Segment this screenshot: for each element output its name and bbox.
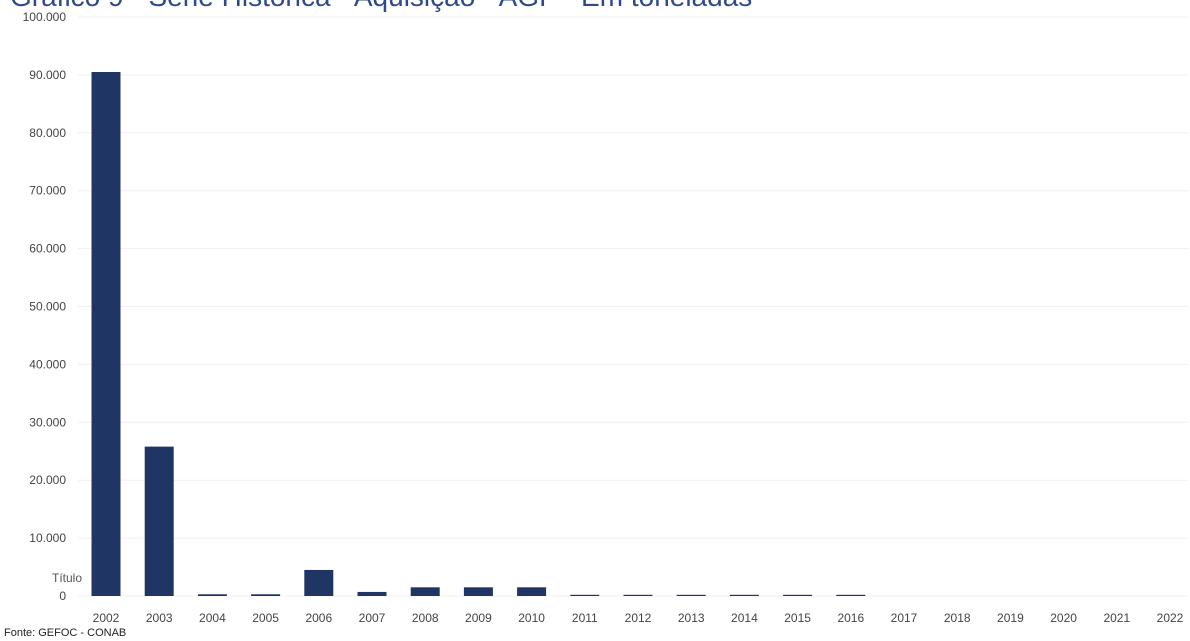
- y-tick-label: 50.000: [29, 300, 66, 314]
- bar-2015: [783, 594, 813, 596]
- bar-2013: [676, 594, 706, 596]
- x-tick-label: 2018: [944, 611, 971, 625]
- x-tick-label: 2022: [1157, 611, 1184, 625]
- bar-2010: [517, 587, 547, 596]
- y-tick-label: 40.000: [29, 357, 66, 371]
- bar-2003: [144, 446, 174, 596]
- bar-2004: [197, 594, 227, 596]
- gridlines: [78, 16, 1188, 597]
- bar-2014: [729, 594, 759, 596]
- x-tick-label: 2006: [305, 611, 332, 625]
- x-tick-label: 2003: [146, 611, 173, 625]
- x-tick-label: 2005: [252, 611, 279, 625]
- y-tick-label: 20.000: [29, 473, 66, 487]
- bar-2008: [410, 587, 440, 596]
- bar-2006: [304, 569, 334, 596]
- x-tick-label: 2010: [518, 611, 545, 625]
- x-tick-label: 2011: [572, 611, 598, 625]
- x-tick-label: 2012: [625, 611, 652, 625]
- x-tick-label: 2008: [412, 611, 439, 625]
- x-tick-label: 2016: [837, 611, 864, 625]
- y-tick-label: 60.000: [29, 242, 66, 256]
- y-tick-label: 10.000: [29, 531, 66, 545]
- x-tick-label: 2014: [731, 611, 758, 625]
- x-tick-label: 2020: [1050, 611, 1077, 625]
- bar-2012: [623, 594, 653, 596]
- y-axis-title: Título: [52, 571, 82, 585]
- y-tick-label: 0: [59, 589, 66, 603]
- source-note: Fonte: GEFOC - CONAB: [4, 627, 127, 639]
- bar-2011: [570, 594, 600, 596]
- y-tick-label: 90.000: [29, 68, 66, 82]
- x-tick-label: 2004: [199, 611, 226, 625]
- x-axis-ticks: 2002 2003 2004 2005 2006 2007 2008 2009 2010 2011…: [93, 611, 1184, 625]
- y-axis-ticks: 0 10.000 20.000 30.000 40.000 50.000 60.000 70.…: [23, 10, 67, 603]
- bar-2002: [91, 72, 121, 596]
- bar-2007: [357, 591, 387, 596]
- bar-2009: [463, 587, 493, 596]
- x-tick-label: 2002: [93, 611, 120, 625]
- x-tick-label: 2007: [359, 611, 386, 625]
- x-tick-label: 2013: [678, 611, 705, 625]
- y-tick-label: 80.000: [29, 126, 66, 140]
- x-tick-label: 2019: [997, 611, 1024, 625]
- bar-2005: [251, 594, 281, 596]
- x-tick-label: 2017: [891, 611, 918, 625]
- x-tick-label: 2021: [1103, 611, 1130, 625]
- x-tick-label: 2009: [465, 611, 492, 625]
- x-tick-label: 2015: [784, 611, 811, 625]
- y-tick-label: 100.000: [23, 10, 67, 24]
- bar-2016: [836, 594, 866, 596]
- y-tick-label: 70.000: [29, 184, 66, 198]
- bars: [91, 72, 866, 596]
- chart-title: Gráfico 9 - Série Histórica - Aquisição …: [10, 0, 752, 12]
- y-tick-label: 30.000: [29, 415, 66, 429]
